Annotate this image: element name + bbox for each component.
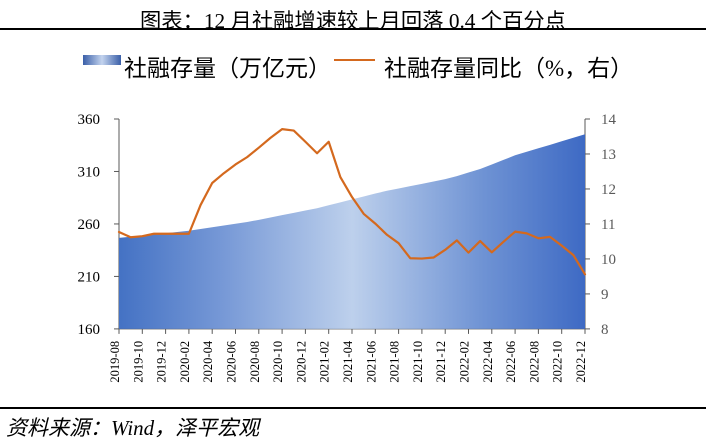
svg-text:11: 11: [601, 217, 615, 233]
svg-text:260: 260: [78, 217, 101, 233]
svg-text:2021-02: 2021-02: [318, 341, 332, 383]
svg-text:2021-08: 2021-08: [388, 341, 402, 383]
svg-text:13: 13: [601, 147, 616, 163]
svg-text:2019-08: 2019-08: [108, 341, 122, 383]
svg-text:2020-04: 2020-04: [201, 340, 215, 382]
svg-text:10: 10: [601, 252, 616, 268]
svg-text:2021-10: 2021-10: [411, 341, 425, 383]
svg-text:2020-02: 2020-02: [178, 341, 192, 383]
svg-text:2022-06: 2022-06: [504, 341, 518, 383]
svg-text:2022-04: 2022-04: [481, 340, 495, 382]
svg-text:310: 310: [78, 164, 101, 180]
svg-text:9: 9: [601, 287, 609, 303]
svg-text:2020-06: 2020-06: [225, 341, 239, 383]
svg-text:210: 210: [78, 269, 101, 285]
svg-text:2021-06: 2021-06: [364, 341, 378, 383]
svg-text:2019-10: 2019-10: [131, 341, 145, 383]
svg-text:12: 12: [601, 182, 616, 198]
svg-text:2020-12: 2020-12: [294, 341, 308, 383]
svg-text:2019-12: 2019-12: [155, 341, 169, 383]
svg-text:14: 14: [601, 112, 617, 128]
svg-text:2022-02: 2022-02: [458, 341, 472, 383]
svg-text:2021-04: 2021-04: [341, 340, 355, 382]
svg-text:8: 8: [601, 322, 609, 338]
svg-text:2022-08: 2022-08: [527, 341, 541, 383]
svg-text:2022-12: 2022-12: [574, 341, 588, 383]
svg-text:160: 160: [78, 322, 101, 338]
svg-text:2022-10: 2022-10: [551, 341, 565, 383]
svg-text:2021-12: 2021-12: [434, 341, 448, 383]
svg-text:360: 360: [78, 112, 101, 128]
svg-text:2020-08: 2020-08: [248, 341, 262, 383]
svg-text:2020-10: 2020-10: [271, 341, 285, 383]
